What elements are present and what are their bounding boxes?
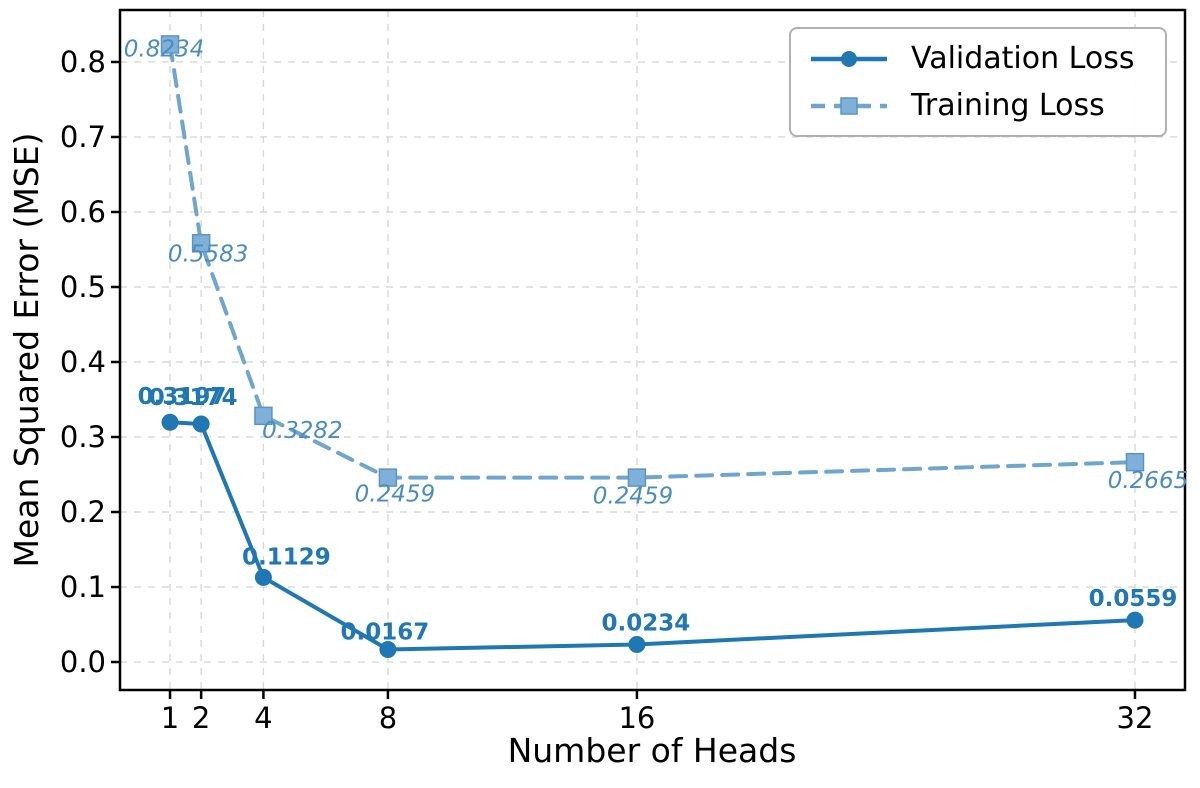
- y-tick-label: 0.8: [60, 45, 106, 79]
- validation-line-sample-icon: [811, 50, 887, 67]
- y-tick-label: 0.7: [60, 120, 106, 154]
- legend-item-training: Training Loss: [807, 88, 1149, 123]
- data-point-label: 0.1129: [242, 544, 331, 570]
- data-point-marker: [254, 406, 273, 426]
- series-layer: [160, 35, 1145, 658]
- legend: Validation Loss Training Loss: [789, 27, 1167, 137]
- training-line-sample-icon: [811, 96, 887, 115]
- x-tick-label: 4: [254, 701, 272, 735]
- data-point-label: 0.2665: [1108, 468, 1188, 494]
- y-tick-label: 0.3: [60, 420, 106, 454]
- legend-label-training: Training Loss: [911, 88, 1105, 123]
- data-point-label: 0.0559: [1089, 586, 1178, 612]
- y-tick-label: 0.6: [60, 195, 106, 229]
- y-tick-label: 0.2: [60, 495, 106, 529]
- data-point-label: 0.0234: [602, 610, 691, 636]
- x-axis-title: Number of Heads: [508, 731, 797, 770]
- data-point-marker: [379, 640, 397, 658]
- plot-frame: [118, 8, 1187, 692]
- x-tick-label: 8: [379, 701, 397, 735]
- data-point-marker: [378, 468, 398, 487]
- y-tick-label: 0.1: [60, 570, 106, 604]
- data-point-label: 0.2459: [355, 482, 435, 508]
- x-tick-label: 32: [1117, 701, 1154, 735]
- data-point-label: 0.8234: [124, 36, 204, 62]
- legend-label-validation: Validation Loss: [911, 41, 1135, 76]
- data-point-label: 0.5583: [168, 241, 248, 267]
- x-tick-label: 16: [618, 701, 655, 735]
- data-point-label: 0.3174: [149, 385, 238, 411]
- data-point-marker: [628, 635, 646, 653]
- data-point-marker: [254, 568, 272, 586]
- data-point-label: 0.0167: [341, 619, 430, 645]
- data-point-marker: [161, 413, 179, 431]
- data-point-label: 0.3282: [262, 418, 342, 444]
- data-point-label: 0.3197: [138, 384, 227, 410]
- data-point-marker: [160, 35, 180, 54]
- x-tick-label: 2: [192, 701, 210, 735]
- data-point-label: 0.2459: [593, 484, 673, 510]
- training-loss-line: [168, 42, 1137, 480]
- legend-item-validation: Validation Loss: [807, 41, 1149, 76]
- data-point-marker: [627, 468, 647, 487]
- y-tick-label: 0.0: [60, 645, 106, 679]
- data-point-marker: [1126, 611, 1144, 629]
- data-point-marker: [191, 234, 211, 253]
- tick-layer: 1 2 4 8 16 32 0.0 0.1 0.2 0.3 0.4 0.5 0.6 0.7 0.8: [60, 45, 1154, 735]
- y-tick-label: 0.4: [60, 345, 106, 379]
- y-axis-title: Mean Squared Error (MSE): [7, 133, 46, 568]
- y-tick-label: 0.5: [60, 270, 106, 304]
- data-point-marker: [1125, 452, 1145, 472]
- x-tick-label: 1: [161, 701, 179, 735]
- data-point-marker: [192, 415, 210, 433]
- plot-border: [118, 8, 1187, 692]
